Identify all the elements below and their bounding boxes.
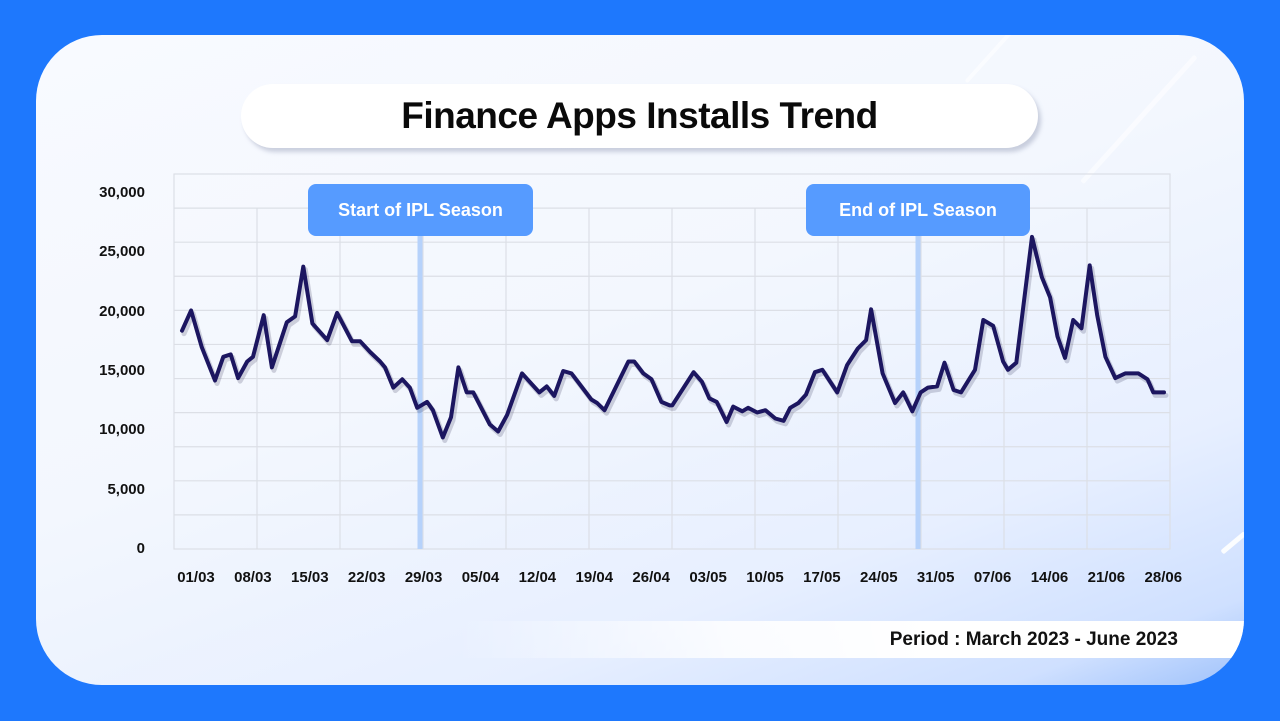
x-tick-label: 19/04 — [575, 569, 614, 586]
x-tick-label: 17/05 — [803, 569, 841, 586]
x-tick-label: 01/03 — [177, 569, 215, 586]
y-tick-label: 25,000 — [99, 243, 145, 261]
y-tick-label: 15,000 — [99, 362, 145, 379]
y-tick-label: 20,000 — [99, 302, 145, 320]
chart-title: Finance Apps Installs Trend — [401, 95, 878, 136]
annotation-end-ipl: End of IPL Season — [806, 184, 1030, 236]
x-tick-label: 10/05 — [746, 569, 784, 586]
x-tick-label: 14/06 — [1030, 569, 1069, 586]
y-tick-label: 0 — [136, 540, 145, 557]
x-tick-label: 28/06 — [1144, 569, 1183, 586]
y-tick-label: 10,000 — [99, 421, 145, 439]
x-tick-label: 03/05 — [689, 569, 727, 586]
y-tick-label: 5,000 — [107, 480, 145, 498]
chart-grid — [173, 173, 1171, 550]
annotation-lines — [417, 236, 921, 549]
x-tick-label: 15/03 — [291, 569, 329, 586]
annotation-end-label: End of IPL Season — [839, 199, 997, 220]
x-tick-label: 24/05 — [860, 569, 898, 586]
x-tick-label: 12/04 — [518, 569, 557, 586]
x-tick-label: 05/04 — [461, 569, 500, 586]
y-tick-label: 30,000 — [99, 184, 145, 201]
chart-title-pill: Finance Apps Installs Trend — [241, 84, 1038, 148]
x-tick-label: 29/03 — [404, 569, 443, 586]
period-band — [456, 621, 1244, 658]
annotation-start-label: Start of IPL Season — [338, 199, 503, 220]
x-tick-label: 22/03 — [347, 569, 386, 586]
installs-line — [180, 234, 1166, 440]
x-tick-label: 08/03 — [234, 569, 272, 586]
x-tick-label: 21/06 — [1087, 569, 1126, 586]
annotation-start-ipl: Start of IPL Season — [308, 184, 533, 236]
x-tick-label: 07/06 — [973, 569, 1012, 586]
x-tick-label: 31/05 — [916, 569, 955, 586]
period-label: Period : March 2023 - June 2023 — [889, 629, 1178, 650]
x-tick-label: 26/04 — [632, 569, 670, 586]
chart-card: Finance Apps Installs Trend Period : Mar… — [36, 35, 1244, 685]
